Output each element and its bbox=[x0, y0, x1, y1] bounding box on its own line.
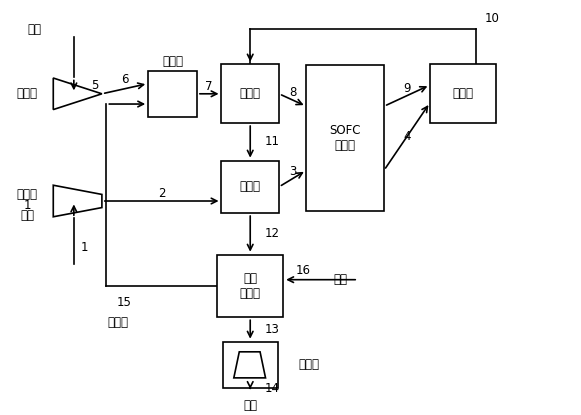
Bar bbox=[221, 161, 279, 213]
Text: 9: 9 bbox=[403, 82, 411, 95]
Text: 燃烧器: 燃烧器 bbox=[453, 87, 474, 100]
Text: 14: 14 bbox=[264, 382, 279, 395]
Text: 燃料: 燃料 bbox=[27, 22, 41, 36]
Text: 2: 2 bbox=[158, 187, 166, 200]
Polygon shape bbox=[234, 352, 266, 378]
Text: 16: 16 bbox=[296, 264, 311, 277]
Text: 空气: 空气 bbox=[20, 209, 34, 222]
Text: 3: 3 bbox=[289, 165, 296, 178]
Text: 压缩机: 压缩机 bbox=[16, 87, 37, 100]
Text: 11: 11 bbox=[264, 135, 279, 148]
Text: 混合器: 混合器 bbox=[162, 55, 183, 68]
Bar bbox=[148, 71, 197, 117]
Text: 1: 1 bbox=[80, 241, 88, 254]
Text: 4: 4 bbox=[403, 130, 411, 143]
Text: 12: 12 bbox=[264, 227, 279, 240]
Bar bbox=[217, 255, 284, 317]
Polygon shape bbox=[53, 185, 102, 217]
Text: 8: 8 bbox=[289, 86, 296, 99]
Polygon shape bbox=[53, 78, 102, 110]
Text: 换热器: 换热器 bbox=[240, 87, 261, 100]
Text: 换热器: 换热器 bbox=[299, 358, 320, 371]
Text: 1: 1 bbox=[23, 198, 31, 212]
Text: 给水: 给水 bbox=[334, 273, 348, 286]
Bar bbox=[306, 66, 384, 211]
Text: 15: 15 bbox=[116, 295, 131, 309]
Bar bbox=[223, 342, 278, 388]
Text: 压缩机: 压缩机 bbox=[16, 188, 37, 201]
Bar bbox=[221, 64, 279, 123]
Text: 13: 13 bbox=[265, 323, 279, 336]
Bar bbox=[430, 64, 496, 123]
Text: 6: 6 bbox=[121, 73, 129, 86]
Text: 10: 10 bbox=[485, 12, 499, 25]
Text: 换热器: 换热器 bbox=[240, 181, 261, 193]
Text: 水蔯汽: 水蔯汽 bbox=[107, 316, 128, 329]
Text: 排气: 排气 bbox=[243, 399, 257, 412]
Text: SOFC
电池堆: SOFC 电池堆 bbox=[329, 124, 361, 152]
Text: 蛘汽
发生器: 蛘汽 发生器 bbox=[240, 272, 261, 300]
Text: 7: 7 bbox=[206, 80, 213, 93]
Text: 5: 5 bbox=[91, 79, 98, 92]
